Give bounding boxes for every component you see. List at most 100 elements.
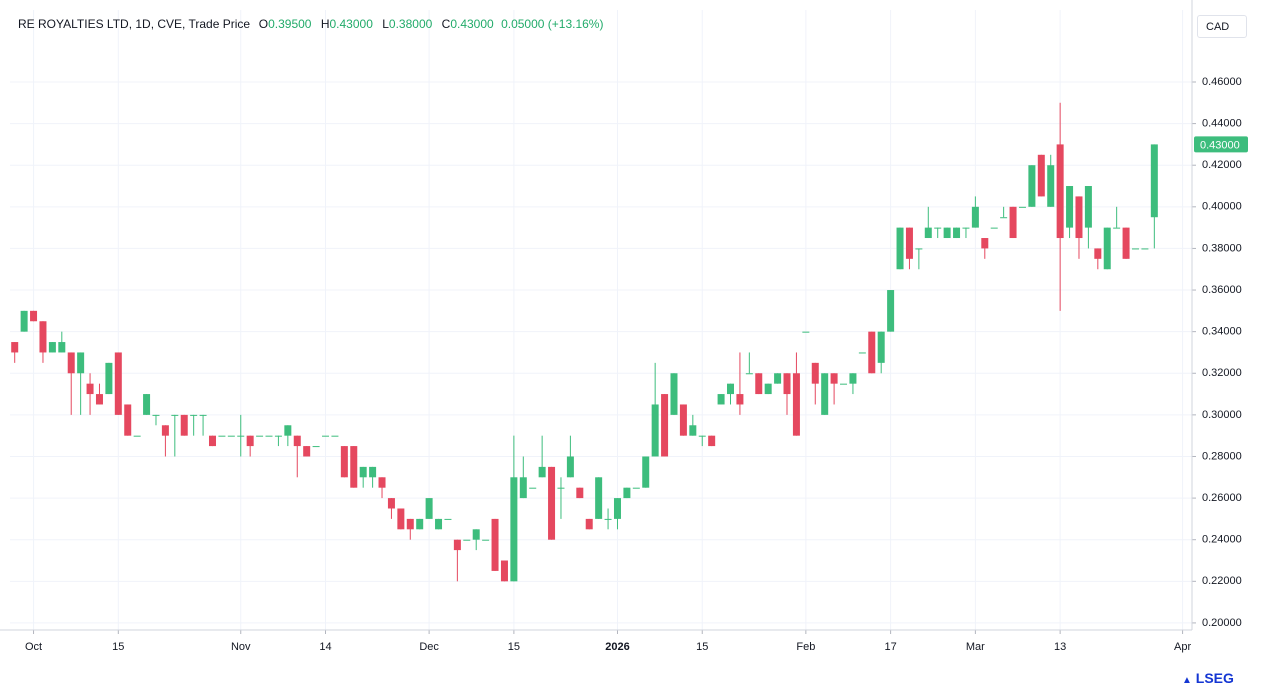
y-tick-label: 0.32000 (1202, 367, 1242, 379)
candle-body (237, 435, 245, 437)
candle-body (698, 435, 706, 437)
candle-body (783, 373, 791, 395)
candle-body (331, 435, 339, 437)
candle-body (971, 206, 979, 228)
candle-body (1084, 186, 1092, 228)
candle-body (1028, 165, 1036, 207)
x-tick-label: 13 (1054, 641, 1066, 653)
candle-body (472, 529, 480, 540)
candle-body (58, 342, 66, 353)
y-tick-label: 0.20000 (1202, 617, 1242, 629)
candle-body (482, 539, 490, 541)
candle-body (548, 466, 556, 540)
candle-body (896, 227, 904, 270)
candle-body (453, 539, 461, 551)
candle-body (905, 227, 913, 259)
candle-body (840, 383, 848, 385)
candle-body (858, 352, 866, 354)
candle-body (161, 425, 169, 436)
candle-body (830, 373, 838, 384)
candle-body (143, 394, 151, 415)
candle-body (887, 290, 895, 332)
symbol: RE ROYALTIES LTD, 1D, CVE, Trade Price (18, 17, 251, 31)
low-label: L (382, 17, 389, 31)
candle-body (133, 435, 141, 437)
candle-body (943, 227, 951, 239)
x-tick-label: Apr (1174, 641, 1191, 653)
last-price-label: 0.43000 (1200, 139, 1240, 151)
candle-body (114, 352, 122, 415)
candle-body (190, 414, 198, 416)
currency-button[interactable]: CAD (1197, 15, 1247, 38)
candle-body (218, 435, 226, 437)
candle-body (77, 352, 85, 374)
candle-body (811, 362, 819, 384)
candle-body (30, 310, 38, 322)
candle-body (990, 227, 998, 229)
candle-body (962, 227, 970, 229)
candle-body (265, 435, 273, 437)
candle-body (359, 466, 367, 478)
logo-text: LSEG (1195, 670, 1234, 686)
candle-body (679, 404, 687, 436)
candle-body (529, 487, 537, 489)
candle-body (67, 352, 75, 374)
candle-body (86, 383, 94, 395)
candle-body (1009, 206, 1017, 239)
candle-body (689, 425, 697, 436)
open-label: O (258, 17, 269, 31)
candle-body (425, 498, 433, 519)
candle-body (303, 446, 311, 457)
y-tick-label: 0.36000 (1202, 284, 1242, 296)
candle-body (256, 435, 264, 437)
candle-body (124, 404, 132, 436)
candle-body (1037, 154, 1045, 197)
candle-body (510, 477, 518, 582)
x-tick-label: 15 (508, 641, 520, 653)
y-tick-label: 0.34000 (1202, 326, 1242, 338)
candle-body (350, 446, 358, 488)
candle-body (642, 456, 650, 488)
candle-body (613, 498, 621, 519)
candle-body (538, 466, 546, 478)
candle-body (180, 414, 188, 436)
candle-body (604, 518, 612, 520)
y-tick-label: 0.42000 (1202, 159, 1242, 171)
candle-body (95, 394, 103, 405)
high-label: H (320, 17, 330, 31)
low-value: 0.38000 (388, 17, 433, 31)
candle-body (387, 498, 395, 509)
candle-body (557, 487, 565, 489)
candle-body (727, 383, 735, 395)
x-tick-label: Feb (796, 641, 815, 653)
candle-body (566, 456, 574, 478)
candle-body (755, 373, 763, 395)
candle-body (322, 435, 330, 437)
last-price-box (1194, 136, 1248, 153)
candle-body (227, 435, 235, 437)
candle-body (953, 227, 961, 239)
candle-body (284, 425, 292, 436)
candle-body (1056, 144, 1064, 239)
candle-body (463, 539, 471, 541)
y-tick-label: 0.30000 (1202, 409, 1242, 421)
candle-body (1141, 248, 1149, 250)
candle-body (1094, 248, 1102, 259)
candle-body (877, 331, 885, 363)
candle-body (20, 310, 28, 332)
candle-body (152, 414, 160, 416)
candle-body (340, 446, 348, 478)
candle-body (981, 238, 989, 249)
candle-body (39, 321, 47, 353)
candle-body (1103, 227, 1111, 270)
candle-body (632, 487, 640, 489)
candle-body (406, 518, 414, 530)
candle-body (1150, 144, 1158, 218)
y-tick-label: 0.46000 (1202, 76, 1242, 88)
candle-body (708, 435, 716, 447)
candle-body (868, 331, 876, 374)
candle-body (576, 487, 584, 499)
candle-body (435, 518, 443, 530)
x-tick-label: 15 (696, 641, 708, 653)
